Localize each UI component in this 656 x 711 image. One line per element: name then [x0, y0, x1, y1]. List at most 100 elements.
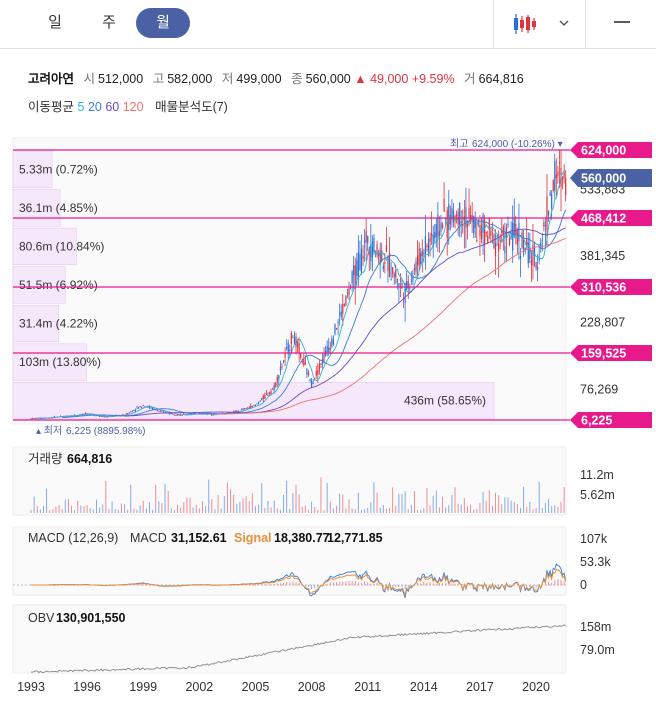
candle-body	[426, 245, 428, 248]
volume-bar	[261, 483, 263, 513]
candle-body	[264, 395, 266, 399]
volume-profile-bar	[12, 227, 77, 266]
macd-value: 31,152.61	[171, 531, 227, 545]
candle-body	[409, 287, 411, 289]
signal-value: 18,380.77	[274, 531, 330, 545]
divider	[585, 0, 586, 48]
volume-bar	[220, 508, 222, 513]
change-pct: +9.59%	[411, 72, 455, 86]
macd-histogram-bar	[323, 584, 325, 586]
candle-body	[310, 380, 313, 388]
candle-body	[526, 238, 528, 246]
candle-body	[243, 408, 246, 410]
volume-value: 664,816	[478, 72, 524, 86]
candle-body	[315, 370, 317, 376]
candle-body	[331, 338, 333, 347]
macd-histogram-bar	[233, 584, 235, 586]
candle-body	[250, 405, 252, 409]
candle-body	[424, 236, 426, 256]
candle-body	[393, 273, 395, 277]
volume-bar	[357, 492, 359, 513]
price-line-label: 468,412	[581, 212, 626, 226]
price-line-tag	[570, 344, 652, 361]
candle-body	[334, 324, 336, 334]
candle-body	[97, 415, 99, 417]
candle-body	[103, 416, 105, 418]
current-price-label: 560,000	[581, 171, 626, 185]
candle-body	[544, 225, 547, 227]
volume-bar	[563, 487, 565, 513]
candle-body	[161, 410, 163, 412]
high-label: 고	[152, 72, 165, 86]
candle-body	[541, 239, 543, 241]
volume-bar	[267, 500, 269, 513]
volume-bar	[124, 504, 126, 513]
macd-histogram-bar	[339, 581, 341, 586]
macd-histogram-bar	[482, 585, 484, 587]
volume-profile-bar	[12, 266, 66, 304]
macd-histogram-bar	[357, 582, 359, 586]
candle-body	[469, 214, 472, 218]
macd-histogram-bar	[317, 585, 319, 588]
candle-body	[320, 363, 322, 366]
candle-body	[521, 232, 523, 248]
candle-body	[413, 267, 416, 270]
volume-bar	[516, 503, 518, 513]
volume-bar	[289, 508, 291, 513]
tab-day[interactable]: 일	[48, 14, 62, 31]
volume-bar	[488, 490, 490, 513]
volume-bar	[507, 497, 509, 513]
candle-body	[561, 177, 564, 180]
volume-bar	[192, 507, 194, 513]
min-value: 6,225 (8895.98%)	[66, 426, 146, 437]
volume-bar	[532, 509, 534, 513]
volume-profile-label: 36.1m (4.85%)	[19, 201, 98, 215]
obv-value: 130,901,550	[56, 611, 126, 625]
hamburger-icon[interactable]	[612, 12, 632, 36]
volume-profile-bar	[12, 343, 87, 381]
tab-month[interactable]: 월	[136, 8, 190, 38]
volume-bar	[351, 508, 353, 513]
chart-type-button[interactable]	[506, 12, 578, 36]
volume-bar	[133, 508, 135, 513]
volume-bar	[432, 495, 434, 513]
macd-histogram-bar	[261, 584, 263, 586]
candle-body	[31, 418, 34, 420]
volume-bar	[463, 498, 465, 513]
candle-body	[281, 366, 283, 368]
candle-body	[354, 265, 356, 289]
volume-bar	[311, 501, 313, 513]
volume-bar	[498, 495, 500, 513]
candle-body	[555, 174, 557, 179]
candle-body	[476, 239, 478, 242]
macd-histogram-bar	[551, 582, 553, 586]
tab-week[interactable]: 주	[102, 14, 116, 31]
volume-bar	[448, 505, 450, 513]
macd-histogram-bar	[407, 585, 409, 588]
candle-body	[437, 214, 439, 238]
macd-histogram-bar	[254, 584, 256, 586]
volume-bar	[382, 504, 384, 513]
macd-histogram-bar	[541, 584, 543, 586]
macd-histogram-bar	[410, 585, 412, 587]
candle-body	[105, 416, 107, 418]
volume-bar	[551, 505, 553, 513]
candle-body	[133, 410, 135, 412]
volume-bar	[239, 501, 241, 513]
candle-body	[95, 415, 98, 417]
volume-bar	[560, 501, 562, 513]
candle-body	[106, 416, 108, 418]
macd-histogram-bar	[423, 581, 425, 586]
candle-body	[410, 280, 412, 282]
volume-bar	[485, 500, 487, 513]
volume-bar	[501, 504, 503, 513]
volume-bar	[177, 504, 179, 513]
volume-profile-label: 80.6m (10.84%)	[19, 239, 104, 253]
volume-bar	[529, 502, 531, 513]
candle-body	[360, 248, 363, 273]
volume-bar	[332, 508, 334, 513]
candle-body	[102, 416, 104, 418]
candle-body	[549, 192, 551, 196]
macd-histogram-bar	[516, 584, 518, 586]
